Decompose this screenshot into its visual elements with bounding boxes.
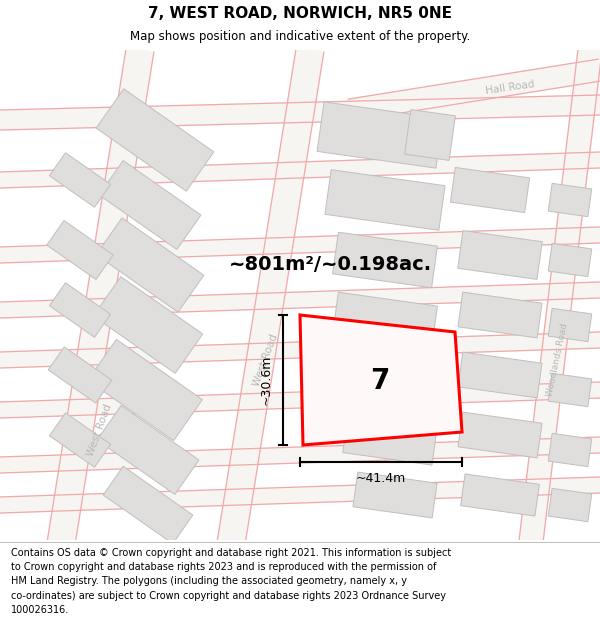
Polygon shape [103,466,193,544]
Polygon shape [317,102,443,168]
Polygon shape [548,183,592,217]
Text: ~801m²/~0.198ac.: ~801m²/~0.198ac. [229,256,431,274]
Text: Map shows position and indicative extent of the property.: Map shows position and indicative extent… [130,29,470,42]
Polygon shape [348,59,600,121]
Polygon shape [451,168,530,212]
Text: 7, WEST ROAD, NORWICH, NR5 0NE: 7, WEST ROAD, NORWICH, NR5 0NE [148,6,452,21]
Polygon shape [461,474,539,516]
Polygon shape [300,315,462,445]
Polygon shape [325,170,445,230]
Text: ~41.4m: ~41.4m [356,472,406,485]
Polygon shape [0,152,600,188]
Text: 7: 7 [370,367,389,395]
Polygon shape [548,308,592,342]
Polygon shape [458,231,542,279]
Polygon shape [548,433,592,467]
Polygon shape [458,352,542,398]
Polygon shape [47,221,113,279]
Text: Hall Road: Hall Road [485,79,535,96]
Text: ~30.6m: ~30.6m [260,355,273,405]
Text: West Road: West Road [86,402,114,458]
Polygon shape [0,95,600,130]
Polygon shape [548,488,592,522]
Polygon shape [353,472,437,518]
Polygon shape [49,282,110,338]
Polygon shape [332,232,437,288]
Text: West Road: West Road [252,332,280,388]
Polygon shape [96,218,204,312]
Polygon shape [0,477,600,513]
Polygon shape [518,49,600,551]
Polygon shape [335,354,435,406]
Polygon shape [0,282,600,318]
Polygon shape [0,227,600,263]
Text: Contains OS data © Crown copyright and database right 2021. This information is : Contains OS data © Crown copyright and d… [11,548,451,615]
Polygon shape [96,89,214,191]
Polygon shape [548,243,592,277]
Text: Woodlands Road: Woodlands Road [545,322,569,398]
Polygon shape [458,292,542,338]
Polygon shape [49,412,110,468]
Polygon shape [88,339,202,441]
Polygon shape [343,415,437,465]
Polygon shape [93,277,203,373]
Polygon shape [0,332,600,368]
Polygon shape [97,406,199,494]
Polygon shape [548,373,592,407]
Polygon shape [0,382,600,418]
Polygon shape [0,437,600,473]
Polygon shape [404,109,455,161]
Polygon shape [99,161,201,249]
Polygon shape [332,292,437,348]
Polygon shape [48,347,112,403]
Polygon shape [216,48,324,552]
Polygon shape [46,48,154,552]
Polygon shape [49,152,110,208]
Polygon shape [458,412,542,458]
